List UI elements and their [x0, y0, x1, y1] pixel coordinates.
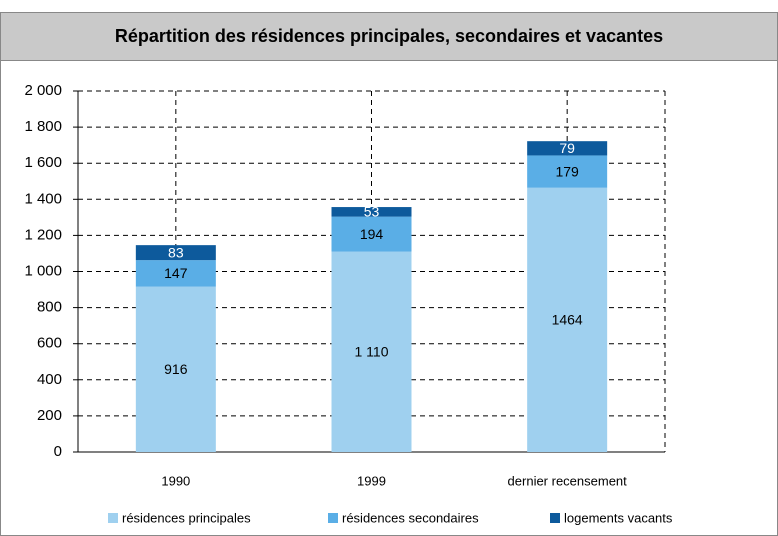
value-label: 194 [360, 226, 384, 242]
x-tick-label: dernier recensement [508, 473, 628, 488]
bar-segment [331, 207, 412, 217]
legend-label: logements vacants [564, 510, 673, 525]
y-tick-label: 400 [37, 371, 62, 388]
legend-swatch [108, 513, 118, 523]
y-tick-label: 600 [37, 335, 62, 352]
legend-swatch [550, 513, 560, 523]
y-tick-label: 1 800 [24, 118, 62, 135]
bar-segment [135, 286, 216, 452]
y-tick-label: 1 000 [24, 262, 62, 279]
value-label: 916 [164, 361, 188, 377]
y-tick-label: 800 [37, 299, 62, 316]
y-tick-label: 200 [37, 407, 62, 424]
y-tick-label: 1 600 [24, 154, 62, 171]
y-tick-label: 0 [54, 443, 62, 460]
value-label: 53 [364, 204, 380, 220]
y-tick-label: 1 400 [24, 190, 62, 207]
title-band [0, 12, 778, 61]
x-tick-label: 1999 [357, 473, 386, 488]
bar-segment [135, 260, 216, 287]
bar-segment [331, 251, 412, 452]
value-label: 179 [555, 163, 579, 179]
value-label: 147 [164, 265, 188, 281]
value-label: 83 [168, 244, 184, 260]
bar-segment [527, 141, 608, 156]
y-tick-label: 2 000 [24, 82, 62, 99]
legend-swatch [328, 513, 338, 523]
x-tick-label: 1990 [161, 473, 190, 488]
bar-segment [527, 187, 608, 453]
bar-segment [331, 216, 412, 252]
legend-label: résidences principales [122, 510, 251, 525]
bar-segment [527, 155, 608, 188]
chart-title: Répartition des résidences principales, … [115, 26, 663, 46]
value-label: 1464 [552, 312, 583, 328]
bar-segment [135, 245, 216, 261]
value-label: 1 110 [355, 344, 389, 360]
value-label: 79 [559, 140, 575, 156]
legend-label: résidences secondaires [342, 510, 479, 525]
y-tick-label: 1 200 [24, 226, 62, 243]
